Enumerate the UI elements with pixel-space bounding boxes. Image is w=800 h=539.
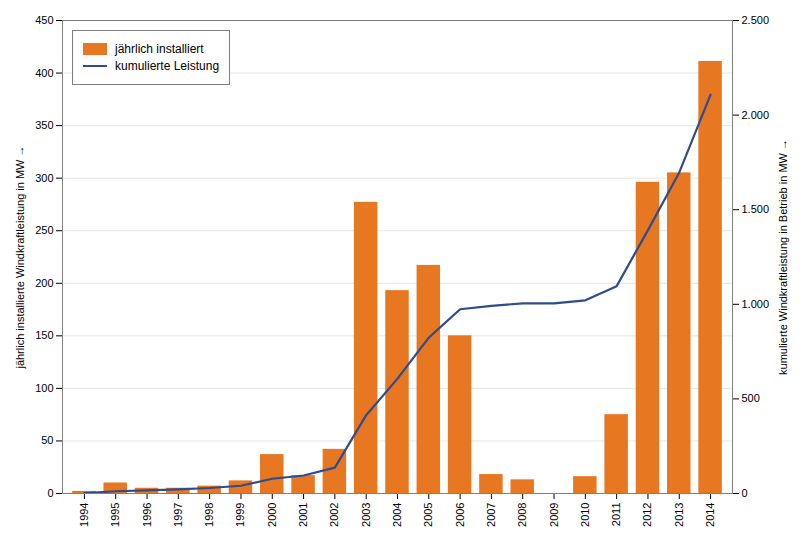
svg-text:0: 0	[47, 487, 53, 499]
svg-text:1.000: 1.000	[742, 298, 770, 310]
svg-text:400: 400	[35, 67, 53, 79]
svg-text:0: 0	[742, 487, 748, 499]
svg-text:2004: 2004	[391, 503, 403, 527]
svg-text:450: 450	[35, 14, 53, 26]
svg-text:500: 500	[742, 392, 760, 404]
svg-text:50: 50	[41, 434, 53, 446]
svg-text:2001: 2001	[297, 503, 309, 527]
svg-text:2007: 2007	[485, 503, 497, 527]
svg-text:2012: 2012	[641, 503, 653, 527]
svg-text:2009: 2009	[548, 503, 560, 527]
svg-text:kumulierte Windkraftleistung i: kumulierte Windkraftleistung in Betrieb …	[777, 139, 789, 375]
svg-text:350: 350	[35, 119, 53, 131]
svg-text:2014: 2014	[704, 503, 716, 527]
svg-text:2013: 2013	[673, 503, 685, 527]
svg-text:1997: 1997	[172, 503, 184, 527]
svg-text:150: 150	[35, 329, 53, 341]
svg-text:2006: 2006	[454, 503, 466, 527]
svg-text:jährlich installierte Windkraf: jährlich installierte Windkraftleistung …	[14, 145, 26, 369]
svg-text:2.500: 2.500	[742, 14, 770, 26]
svg-text:250: 250	[35, 224, 53, 236]
svg-text:2011: 2011	[610, 503, 622, 527]
svg-text:2.000: 2.000	[742, 109, 770, 121]
svg-text:100: 100	[35, 382, 53, 394]
svg-text:200: 200	[35, 277, 53, 289]
svg-text:300: 300	[35, 172, 53, 184]
svg-text:2000: 2000	[266, 503, 278, 527]
svg-text:2008: 2008	[516, 503, 528, 527]
svg-text:1994: 1994	[78, 503, 90, 527]
svg-text:2002: 2002	[328, 503, 340, 527]
svg-text:2010: 2010	[579, 503, 591, 527]
svg-text:1998: 1998	[203, 503, 215, 527]
html-text:kumulierte Leistung: kumulierte Leistung	[115, 59, 220, 73]
svg-text:1.500: 1.500	[742, 203, 770, 215]
svg-text:1995: 1995	[109, 503, 121, 527]
svg-text:2003: 2003	[360, 503, 372, 527]
html-text:jährlich installiert: jährlich installiert	[115, 42, 204, 56]
svg-text:1999: 1999	[234, 503, 246, 527]
svg-text:1996: 1996	[141, 503, 153, 527]
svg-text:2005: 2005	[422, 503, 434, 527]
